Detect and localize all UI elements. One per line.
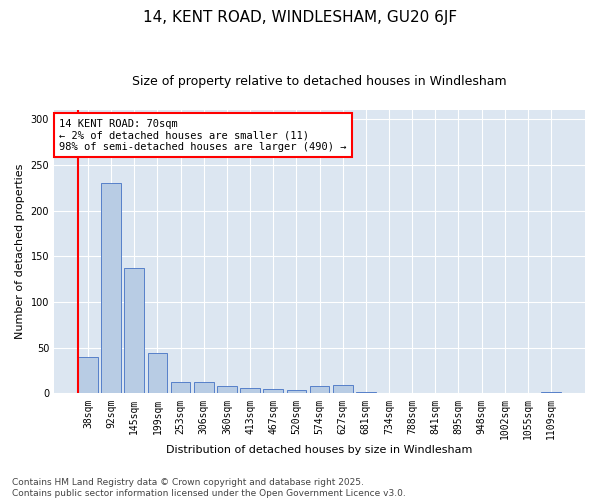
Bar bbox=[379, 392, 399, 394]
Text: Contains HM Land Registry data © Crown copyright and database right 2025.
Contai: Contains HM Land Registry data © Crown c… bbox=[12, 478, 406, 498]
Bar bbox=[217, 386, 237, 394]
Bar bbox=[310, 386, 329, 394]
Bar bbox=[333, 385, 353, 394]
Bar bbox=[240, 388, 260, 394]
Bar bbox=[148, 353, 167, 394]
Text: 14, KENT ROAD, WINDLESHAM, GU20 6JF: 14, KENT ROAD, WINDLESHAM, GU20 6JF bbox=[143, 10, 457, 25]
Bar bbox=[356, 392, 376, 394]
Y-axis label: Number of detached properties: Number of detached properties bbox=[15, 164, 25, 340]
Bar bbox=[541, 392, 561, 394]
Bar bbox=[287, 390, 306, 394]
Bar bbox=[78, 357, 98, 394]
Title: Size of property relative to detached houses in Windlesham: Size of property relative to detached ho… bbox=[132, 75, 507, 88]
Bar bbox=[171, 382, 190, 394]
Bar bbox=[194, 382, 214, 394]
Bar bbox=[263, 389, 283, 394]
X-axis label: Distribution of detached houses by size in Windlesham: Distribution of detached houses by size … bbox=[166, 445, 473, 455]
Bar bbox=[124, 268, 144, 394]
Bar bbox=[402, 392, 422, 394]
Bar bbox=[101, 183, 121, 394]
Text: 14 KENT ROAD: 70sqm
← 2% of detached houses are smaller (11)
98% of semi-detache: 14 KENT ROAD: 70sqm ← 2% of detached hou… bbox=[59, 118, 347, 152]
